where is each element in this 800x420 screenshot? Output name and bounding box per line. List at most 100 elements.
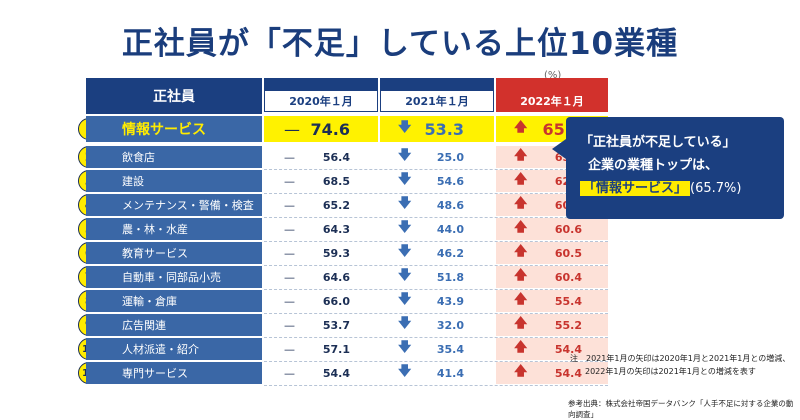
arrow-down-icon: 🡇 [398,148,412,163]
value-text: 60.5 [554,246,582,260]
value-text: 57.1 [322,342,350,356]
table-row: 7 自動車・同部品小売 —64.6 🡇51.8 🡅60.4 [78,266,608,290]
value-2022: 🡅 55.4 [496,290,608,312]
table-row: 10 専門サービス —54.4 🡇41.4 🡅54.4 [78,362,608,386]
row-divider [264,361,608,362]
header-bar-2021 [380,78,494,90]
value-2020: — 66.0 [264,290,378,312]
no-change-dash: — [284,246,295,260]
header-2020: 2020年１月 [264,90,378,112]
table-row: 3 建設 —68.5 🡇54.6 🡅62.6 [78,170,608,194]
value-text: 56.4 [322,150,350,164]
arrow-up-icon: 🡅 [514,364,528,379]
value-2022: 🡅 60.6 [496,218,608,240]
industry-label: 自動車・同部品小売 [86,266,262,288]
page-title: 正社員が「不足」している上位10業種 [121,26,679,62]
arrow-down-icon: 🡇 [398,120,412,135]
industry-label: メンテナンス・警備・検査 [86,194,262,216]
value-text: 64.6 [322,270,350,284]
row-divider [264,193,608,194]
value-text: 44.0 [436,222,464,236]
no-change-dash: — [284,150,295,164]
arrow-down-icon: 🡇 [398,292,412,307]
arrow-down-icon: 🡇 [398,316,412,331]
value-2020: — 68.5 [264,170,378,192]
value-2020: — 74.6 [264,116,378,142]
arrow-up-icon: 🡅 [514,316,528,331]
row-divider [264,217,608,218]
row-divider [264,241,608,242]
footnote-line1: 注 2021年1月の矢印は2020年1月と2021年1月との増減、 [570,354,791,363]
industry-label: 情報サービス [86,116,262,142]
value-text: 54.4 [322,366,350,380]
value-text: 46.2 [436,246,464,260]
arrow-up-icon: 🡅 [514,196,528,211]
arrow-up-icon: 🡅 [514,220,528,235]
row-divider [264,169,608,170]
value-text: 48.6 [436,198,464,212]
arrow-up-icon: 🡅 [514,268,528,283]
callout-box: 「正社員が不足している」 企業の業種トップは、 「情報サービス」 (65.7%) [552,117,784,219]
table-row: 8 運輸・倉庫 —66.0 🡇43.9 🡅55.4 [78,290,608,314]
industry-label: 運輸・倉庫 [86,290,262,312]
value-2021: 🡇 54.6 [380,170,494,192]
no-change-dash: — [284,198,295,212]
industry-label: 人材派遣・紹介 [86,338,262,360]
arrow-up-icon: 🡅 [514,120,528,135]
arrow-down-icon: 🡇 [398,340,412,355]
industry-label: 建設 [86,170,262,192]
value-2020: — 54.4 [264,362,378,384]
arrow-down-icon: 🡇 [398,364,412,379]
value-text: 53.3 [424,119,464,139]
header-2021: 2021年１月 [380,90,494,112]
arrow-down-icon: 🡇 [398,196,412,211]
value-text: 64.3 [322,222,350,236]
arrow-down-icon: 🡇 [398,244,412,259]
value-text: 54.6 [436,174,464,188]
industry-label: 専門サービス [86,362,262,384]
table-row: 5 農・林・水産 —64.3 🡇44.0 🡅60.6 [78,218,608,242]
value-2021: 🡇 53.3 [380,116,494,142]
no-change-dash: — [284,174,295,188]
value-text: 41.4 [436,366,464,380]
value-2020: — 65.2 [264,194,378,216]
value-text: 60.6 [554,222,582,236]
value-2021: 🡇 32.0 [380,314,494,336]
value-2021: 🡇 25.0 [380,146,494,168]
table-row: 2 飲食店 —56.4 🡇25.0 🡅65.1 [78,146,608,170]
arrow-down-icon: 🡇 [398,172,412,187]
value-2020: — 64.3 [264,218,378,240]
header-bar-2022 [496,78,608,90]
value-2020: — 59.3 [264,242,378,264]
value-2020: — 57.1 [264,338,378,360]
source-note: 参考出典：株式会社帝国データバンク「人手不足に対する企業の動向調査」 [568,399,794,419]
header-bar-2020 [264,78,378,90]
callout-line2: 企業の業種トップは、 [588,158,719,173]
row-divider [264,289,608,290]
value-2022: 🡅 54.4 [496,362,608,384]
header-main: 正社員 [86,78,262,114]
value-2021: 🡇 35.4 [380,338,494,360]
value-text: 54.4 [554,342,582,356]
industry-label: 教育サービス [86,242,262,264]
unit-label: (%) [544,70,562,81]
callout-highlight: 「情報サービス」 [580,181,691,196]
arrow-down-icon: 🡇 [398,268,412,283]
industry-label: 広告関連 [86,314,262,336]
value-text: 53.7 [322,318,350,332]
no-change-dash: — [284,342,295,356]
callout-suffix: (65.7%) [690,181,742,196]
footnote: 注 2021年1月の矢印は2020年1月と2021年1月との増減、 2022年1… [570,352,796,378]
value-2020: — 56.4 [264,146,378,168]
header-2022: 2022年１月 [496,90,608,112]
footnote-line2: 2022年1月の矢印は2021年1月との増減を表す [585,367,756,376]
table-row: 4 メンテナンス・警備・検査 —65.2 🡇48.6 🡅60.8 [78,194,608,218]
value-2021: 🡇 48.6 [380,194,494,216]
value-text: 55.4 [554,294,582,308]
value-text: 66.0 [322,294,350,308]
value-2021: 🡇 51.8 [380,266,494,288]
arrow-up-icon: 🡅 [514,340,528,355]
value-2021: 🡇 44.0 [380,218,494,240]
industry-label: 飲食店 [86,146,262,168]
value-text: 65.2 [322,198,350,212]
